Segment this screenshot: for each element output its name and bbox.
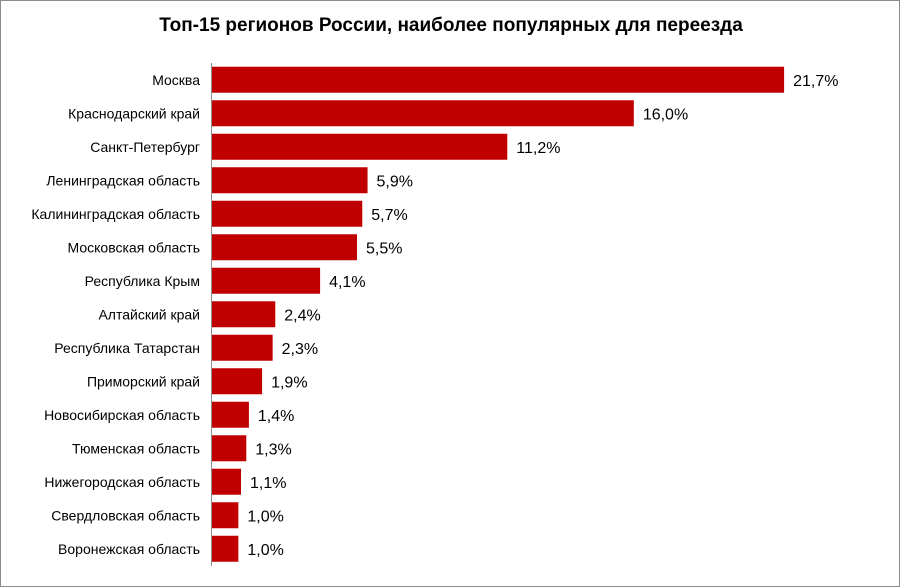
- bar: [212, 234, 357, 261]
- bar: [212, 502, 239, 529]
- bar: [212, 435, 247, 462]
- category-labels-group: Москва Краснодарский край Санкт-Петербург Л…: [31, 72, 200, 557]
- bar: [212, 267, 321, 294]
- data-label: 16,0%: [643, 106, 688, 123]
- bar: [212, 334, 273, 361]
- bar: [212, 100, 634, 127]
- bars-group: [212, 66, 785, 562]
- category-label: Ленинградская область: [46, 172, 200, 188]
- data-label: 1,9%: [271, 374, 307, 391]
- category-label: Воронежская область: [58, 541, 200, 557]
- data-label: 1,3%: [255, 441, 291, 458]
- data-label: 2,3%: [282, 341, 318, 358]
- bar: [212, 468, 241, 495]
- data-label: 2,4%: [284, 307, 320, 324]
- bar: [212, 401, 249, 428]
- category-label: Тюменская область: [72, 440, 200, 456]
- data-label: 5,5%: [366, 240, 402, 257]
- category-label: Санкт-Петербург: [90, 139, 200, 155]
- category-label: Калининградская область: [31, 206, 200, 222]
- bar: [212, 368, 263, 395]
- category-label: Нижегородская область: [44, 474, 200, 490]
- category-label: Алтайский край: [98, 306, 200, 322]
- bar: [212, 66, 785, 93]
- data-label: 1,0%: [247, 542, 283, 559]
- data-label: 1,1%: [250, 475, 286, 492]
- bar: [212, 133, 508, 160]
- data-label: 5,9%: [377, 173, 413, 190]
- data-label: 21,7%: [793, 73, 838, 90]
- category-label: Москва: [152, 72, 200, 88]
- data-label: 11,2%: [516, 140, 560, 157]
- category-label: Республика Крым: [85, 273, 200, 289]
- bar: [212, 200, 363, 227]
- category-label: Приморский край: [87, 373, 200, 389]
- data-label: 1,0%: [247, 508, 283, 525]
- bar: [212, 535, 239, 562]
- data-label: 4,1%: [329, 274, 365, 291]
- data-label: 5,7%: [371, 207, 407, 224]
- bar: [212, 167, 368, 194]
- data-label: 1,4%: [258, 408, 294, 425]
- category-label: Краснодарский край: [68, 105, 200, 121]
- chart-title: Топ-15 регионов России, наиболее популяр…: [159, 15, 743, 36]
- category-label: Новосибирская область: [44, 407, 200, 423]
- category-label: Свердловская область: [51, 507, 200, 523]
- category-label: Республика Татарстан: [54, 340, 200, 356]
- category-label: Московская область: [68, 239, 200, 255]
- bar: [212, 301, 276, 328]
- value-labels-group: 21,7% 16,0% 11,2% 5,9% 5,7% 5,5%4,1% 2,4% 2,3% 1…: [247, 73, 838, 559]
